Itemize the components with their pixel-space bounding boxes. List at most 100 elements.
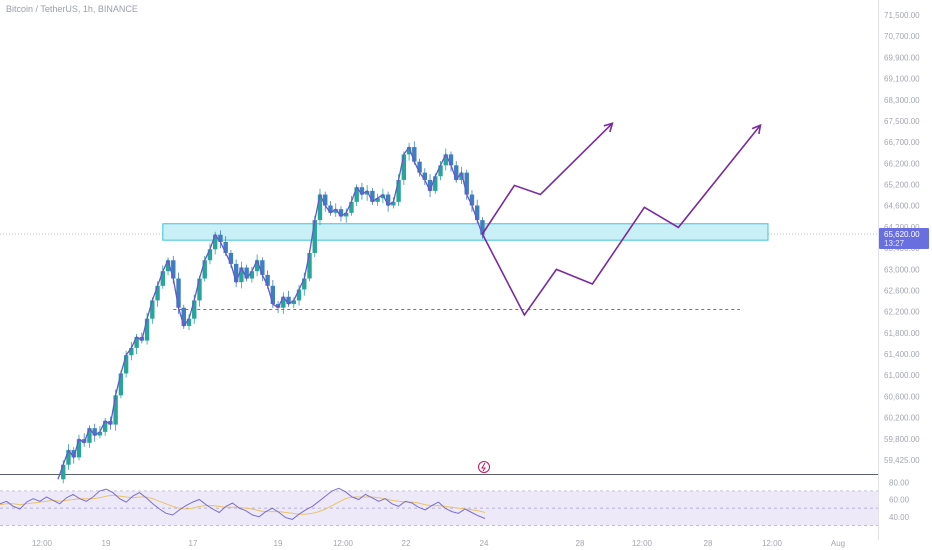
time-tick-label: 19 (102, 539, 111, 548)
candle-body (422, 172, 427, 180)
candle-body (469, 194, 475, 206)
time-tick-label: 24 (480, 539, 489, 548)
candle-body (323, 194, 328, 206)
candle-body (275, 304, 281, 308)
candle-body (349, 201, 354, 213)
candle-body (186, 318, 192, 326)
rsi-pane: 80.00 60.00 40.00 (0, 478, 910, 526)
candle-body (76, 439, 82, 458)
time-axis: 12:00 19 17 19 12:00 22 24 28 12:00 28 12:00 Aug (32, 539, 845, 548)
candle-body (171, 260, 176, 279)
price-tick-label: 63,000.00 (884, 265, 920, 274)
candle-body (438, 165, 443, 177)
price-tick-label: 61,800.00 (884, 329, 920, 338)
price-tick-label: 60,200.00 (884, 414, 920, 423)
candle-body (270, 285, 276, 305)
lightning-icon (481, 462, 486, 472)
candle-body (160, 271, 165, 286)
time-tick-label: 12:00 (32, 539, 53, 548)
candle-body (254, 260, 260, 272)
candle-body (129, 347, 134, 356)
candle-body (375, 198, 380, 202)
time-tick-label: 12:00 (762, 539, 783, 548)
candle-body (464, 172, 469, 195)
candle-body (223, 242, 228, 253)
candle-body (118, 373, 124, 396)
time-tick-label: 12:00 (333, 539, 354, 548)
candle-body (233, 263, 239, 283)
candle-body (448, 154, 454, 166)
candle-body (181, 307, 186, 326)
time-tick-label: 12:00 (632, 539, 653, 548)
price-tick-label: 70,700.00 (884, 32, 920, 41)
candle-body (66, 450, 71, 465)
time-tick-label: 17 (189, 539, 198, 548)
candle-body (364, 190, 370, 195)
projection-path-1 (481, 122, 613, 235)
candle-body (61, 464, 66, 480)
candlesticks (57, 141, 485, 484)
price-tick-label: 62,600.00 (884, 286, 920, 295)
candle-body (239, 267, 244, 283)
candle-body (317, 194, 323, 221)
candle-body (249, 271, 255, 279)
rsi-line (0, 487, 486, 520)
candle-body (307, 252, 312, 279)
time-tick-label: 19 (274, 539, 283, 548)
candle-body (155, 285, 160, 301)
price-tick-label: 71,500.00 (884, 11, 920, 20)
candle-body (102, 420, 108, 432)
price-tick-label: 59,425.00 (884, 456, 920, 465)
price-tick-label: 67,500.00 (884, 117, 920, 126)
candle-body (165, 260, 171, 272)
candle-body (192, 300, 197, 319)
candle-body (412, 147, 417, 162)
misc-marks (478, 461, 490, 473)
candle-body (134, 336, 139, 348)
candle-body (401, 154, 407, 180)
candle-body (459, 172, 464, 180)
candle-body (97, 431, 103, 436)
candle-body (396, 179, 401, 202)
candle-body (344, 212, 349, 217)
price-axis: 71,500.00 70,700.00 69,900.00 69,100.00 68,3… (879, 11, 929, 465)
candle-body (380, 194, 386, 199)
current-price-label: 65,620.00 (884, 230, 920, 239)
candle-body (480, 220, 485, 235)
candle-body (244, 267, 249, 279)
grid (0, 0, 879, 540)
price-tick-label: 64,200.00 (884, 223, 920, 232)
current-price-badge (879, 227, 929, 249)
symbol-title: Bitcoin / TetherUS, 1h, BINANCE (6, 4, 138, 14)
candle-body (328, 205, 333, 213)
price-tick-label: 69,100.00 (884, 75, 920, 84)
candle-body (338, 209, 344, 217)
candle-body (359, 187, 365, 195)
event-marker-icon (478, 461, 490, 473)
candle-body (302, 278, 307, 290)
projection-paths[interactable] (481, 122, 762, 317)
candle-body (417, 161, 422, 173)
candle-body (312, 220, 317, 253)
candle-body (454, 165, 459, 180)
candle-body (87, 428, 92, 443)
projection-arrowhead (751, 123, 762, 135)
time-tick-label: 28 (576, 539, 585, 548)
projection-arrowhead (603, 122, 614, 133)
candle-body (296, 289, 302, 301)
candle-body (475, 205, 480, 221)
rsi-tick-label: 40.00 (889, 513, 910, 522)
price-tick-label: 60,600.00 (884, 392, 920, 401)
price-tick-label: 65,200.00 (884, 181, 920, 190)
candle-body (370, 190, 375, 202)
price-tick-label: 64,600.00 (884, 202, 920, 211)
candle-body (391, 201, 396, 206)
price-line (57, 145, 484, 480)
candle-body (260, 260, 265, 275)
time-tick-label: 22 (402, 539, 411, 548)
price-tick-label: 68,300.00 (884, 96, 920, 105)
candle-body (354, 187, 359, 202)
price-tick-label: 62,200.00 (884, 308, 920, 317)
candle-body (92, 428, 97, 436)
